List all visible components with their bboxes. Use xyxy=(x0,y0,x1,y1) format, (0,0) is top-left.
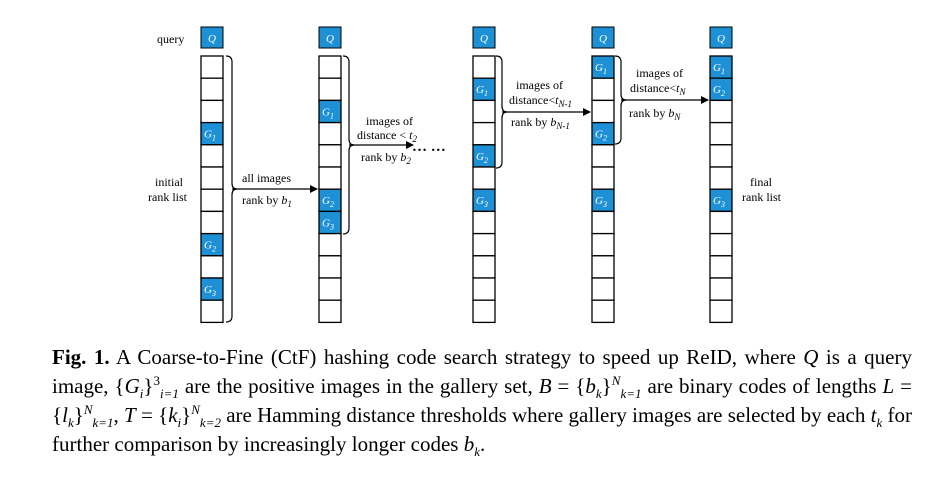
gallery-cell xyxy=(200,255,224,279)
arrow2-label-top1: images of xyxy=(366,114,413,128)
query-box xyxy=(318,26,342,49)
gallery-cell-label-g2: G2 xyxy=(476,151,488,165)
gallery-cell xyxy=(318,77,342,102)
arrow2-label-top2: distance < t2 xyxy=(357,128,417,144)
gallery-cell-label-g2: G2 xyxy=(713,84,725,98)
query-box xyxy=(472,26,496,49)
gallery-cell xyxy=(591,255,615,279)
gallery-cell xyxy=(318,232,342,257)
gallery-cell xyxy=(200,188,224,213)
arrow4-label-top2: distance<tN xyxy=(630,81,686,97)
gallery-cell-label-g2: G2 xyxy=(204,240,216,254)
gallery-cell xyxy=(318,299,342,324)
rank-column-b2: Q G1 G2 G3 xyxy=(472,26,496,324)
gallery-cell xyxy=(472,99,496,124)
gallery-cell xyxy=(709,121,733,146)
arrow3-label-bottom: rank by bN-1 xyxy=(511,115,570,131)
query-box-label: Q xyxy=(717,33,725,45)
gallery-cell xyxy=(472,277,496,301)
gallery-cell xyxy=(318,144,342,168)
gallery-cell-label-g2: G2 xyxy=(595,129,607,143)
gallery-cell xyxy=(318,55,342,79)
gallery-cell xyxy=(591,277,615,301)
gallery-cell xyxy=(709,299,733,324)
gallery-cell xyxy=(709,255,733,279)
gallery-cell-label-g3: G3 xyxy=(476,195,488,209)
gallery-cell xyxy=(591,232,615,257)
gallery-cell-label-g3: G3 xyxy=(713,195,725,209)
rank-column-final: Q G1 G2 G3 xyxy=(709,26,733,324)
gallery-cell xyxy=(200,144,224,168)
gallery-cell xyxy=(200,299,224,324)
gallery-cell xyxy=(709,166,733,190)
query-box xyxy=(200,26,224,49)
gallery-cell xyxy=(709,144,733,168)
gallery-cell xyxy=(200,210,224,235)
gallery-cell xyxy=(709,277,733,301)
query-row-label: query xyxy=(157,32,184,46)
gallery-cell-label-g3: G3 xyxy=(322,217,334,231)
gallery-cell xyxy=(318,277,342,301)
rank-column-bN-1: Q G1 G2 G3 xyxy=(591,26,615,324)
gallery-cell-label-g1: G1 xyxy=(595,62,607,76)
arrow3-label-top2: distance<tN-1 xyxy=(509,93,572,109)
gallery-cell xyxy=(591,77,615,102)
gallery-cell xyxy=(318,166,342,190)
rank-column-b1: Q G1 G2 G3 xyxy=(318,26,342,324)
gallery-cell xyxy=(591,299,615,324)
gallery-cell xyxy=(591,210,615,235)
query-box xyxy=(591,26,615,49)
gallery-cell xyxy=(709,99,733,124)
caption-fig-label: Fig. 1. xyxy=(52,345,110,369)
arrow3-label-top1: images of xyxy=(516,78,563,92)
gallery-cell xyxy=(472,299,496,324)
arrow2-label-bottom: rank by b2 xyxy=(361,150,411,166)
gallery-cell xyxy=(591,99,615,124)
gallery-cell xyxy=(709,210,733,235)
gallery-cell xyxy=(472,166,496,190)
gallery-cell xyxy=(591,166,615,190)
gallery-cell-label-g3: G3 xyxy=(595,195,607,209)
gallery-cell xyxy=(318,255,342,279)
gallery-cell-label-g1: G1 xyxy=(476,84,488,98)
arrow1-label-bottom: rank by b1 xyxy=(242,193,292,209)
rank-column-initial: Q G1 G2 G3 xyxy=(200,26,224,324)
query-box-label: Q xyxy=(208,33,216,45)
gallery-cell xyxy=(200,166,224,190)
gallery-cell xyxy=(200,77,224,102)
gallery-cell xyxy=(318,121,342,146)
gallery-cell xyxy=(472,255,496,279)
gallery-cell xyxy=(472,121,496,146)
ctf-diagram: query Q G1 G2 G3 Q G1 G2 G3 Q G1 G2 G3 Q G1 G2 G3 Q G… xyxy=(148,26,782,324)
gallery-cell-label-g1: G1 xyxy=(322,106,334,120)
initial-label-line1: initial xyxy=(155,175,184,189)
gallery-cell-label-g1: G1 xyxy=(204,129,216,143)
initial-label-line2: rank list xyxy=(148,190,188,204)
gallery-cell-label-g2: G2 xyxy=(322,195,334,209)
gallery-cell xyxy=(200,99,224,124)
gallery-cell-label-g3: G3 xyxy=(204,284,216,298)
gallery-cell xyxy=(709,232,733,257)
final-label-line1: final xyxy=(750,175,773,189)
query-box-label: Q xyxy=(599,33,607,45)
gallery-cell-label-g1: G1 xyxy=(713,62,725,76)
gallery-cell xyxy=(472,232,496,257)
gallery-cell xyxy=(200,55,224,79)
final-label-line2: rank list xyxy=(742,190,782,204)
query-box-label: Q xyxy=(480,33,488,45)
query-box-label: Q xyxy=(326,33,334,45)
gallery-cell xyxy=(472,55,496,79)
arrow4-label-top1: images of xyxy=(636,66,683,80)
gallery-cell xyxy=(472,210,496,235)
arrow1-label-top: all images xyxy=(242,171,291,185)
arrow4-label-bottom: rank by bN xyxy=(629,106,681,122)
ellipsis: … … xyxy=(412,139,446,155)
query-box xyxy=(709,26,733,49)
gallery-cell xyxy=(591,144,615,168)
figure-caption: Fig. 1. A Coarse-to-Fine (CtF) hashing c… xyxy=(52,345,913,460)
